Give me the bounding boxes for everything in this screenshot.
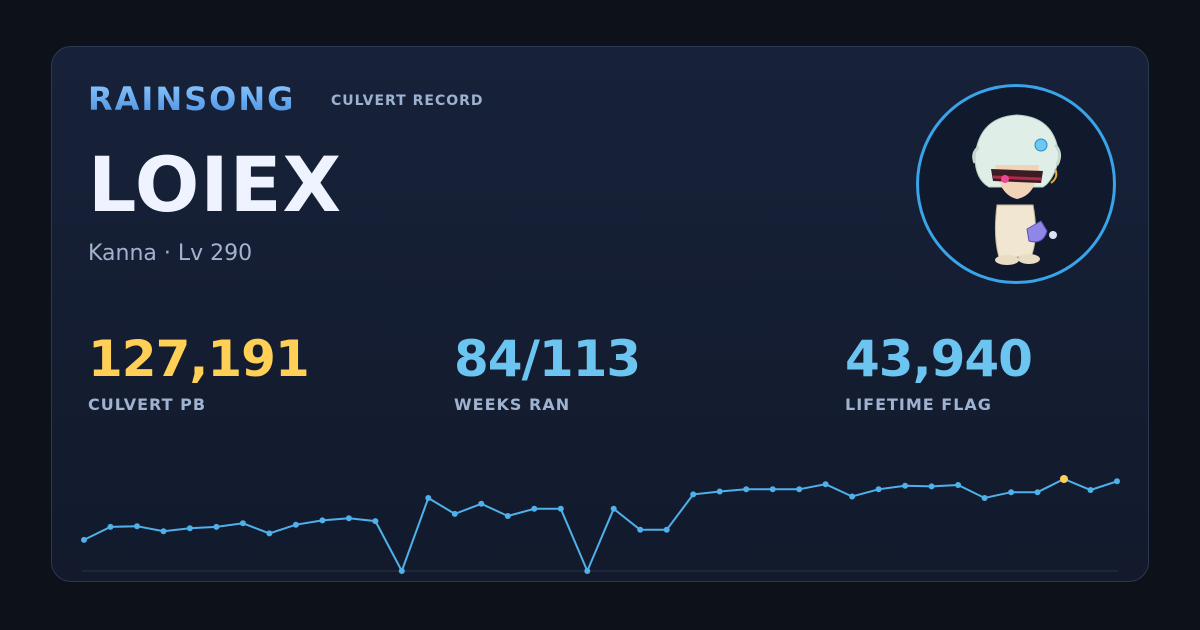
chart-point: [372, 518, 379, 525]
chart-point: [1114, 478, 1120, 485]
chart-point: [425, 495, 432, 501]
chart-point: [716, 488, 723, 495]
culvert-pb-value: 127,191: [88, 330, 310, 388]
player-class-level: Kanna · Lv 290: [88, 241, 253, 266]
chart-point: [796, 486, 803, 493]
chart-point: [955, 482, 962, 488]
culvert-card: RAINSONG CULVERT RECORD LOIEX Kanna · Lv…: [51, 46, 1149, 582]
chart-point: [186, 525, 193, 532]
player-name: LOIEX: [88, 140, 343, 229]
culvert-pb-label: CULVERT PB: [88, 395, 207, 414]
chart-point: [928, 483, 935, 490]
chart-point: [690, 491, 697, 498]
chart-point: [134, 523, 140, 530]
chart-point: [663, 526, 670, 533]
stat-culvert-pb: 127,191 CULVERT PB: [88, 329, 310, 414]
chart-point: [902, 482, 909, 489]
chart-point: [107, 523, 114, 530]
chart-point: [875, 486, 882, 493]
chart-point: [557, 505, 564, 512]
chart-point: [451, 510, 458, 517]
chart-point: [1008, 489, 1015, 496]
record-label: CULVERT RECORD: [331, 93, 484, 109]
chart-point: [319, 517, 326, 524]
chart-point: [292, 521, 299, 528]
stat-lifetime-flag: 43,940 LIFETIME FLAG: [845, 329, 1033, 414]
chart-point: [213, 523, 220, 530]
chart-point: [398, 568, 405, 574]
chart-point: [849, 493, 856, 500]
weeks-ran-label: WEEKS RAN: [454, 395, 571, 414]
chart-point: [584, 568, 591, 574]
chart-point: [1087, 487, 1094, 493]
chart-point: [81, 536, 87, 543]
chart-point-best: [1060, 475, 1068, 483]
character-sprite-icon: [972, 114, 1062, 265]
chart-point: [478, 500, 485, 507]
chart-point: [239, 520, 246, 527]
chart-point: [504, 513, 511, 519]
weeks-ran-value: 84/113: [454, 330, 641, 388]
chart-point: [160, 528, 167, 535]
chart-point: [610, 505, 617, 512]
chart-point: [743, 486, 750, 493]
chart-point: [266, 530, 273, 537]
chart-point: [769, 486, 776, 493]
player-avatar: [916, 84, 1116, 284]
chart-point: [637, 526, 644, 533]
chart-point: [822, 481, 829, 488]
chart-point: [531, 505, 538, 512]
chart-point: [1034, 489, 1041, 496]
brand-logo: RAINSONG: [88, 80, 296, 118]
lifetime-flag-label: LIFETIME FLAG: [845, 395, 992, 414]
lifetime-flag-value: 43,940: [845, 330, 1033, 388]
chart-point: [981, 495, 988, 501]
score-series-line: [83, 477, 1118, 574]
score-history-chart: [81, 475, 1120, 574]
chart-point: [345, 515, 352, 522]
stat-weeks-ran: 84/113 WEEKS RAN: [454, 329, 641, 414]
